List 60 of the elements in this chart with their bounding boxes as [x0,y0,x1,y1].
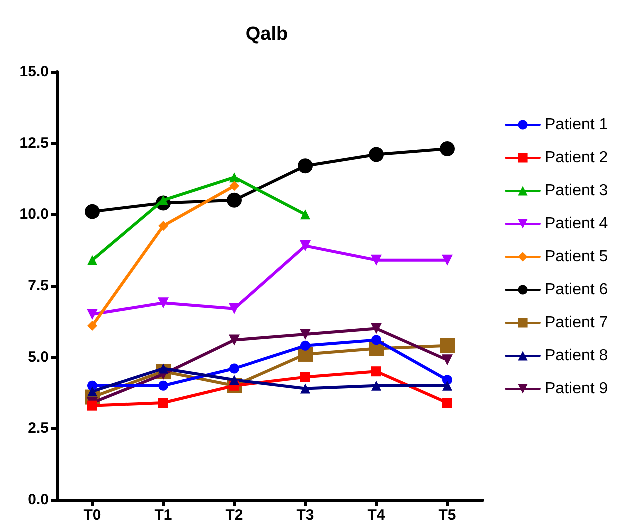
y-tick-label: 10.0 [20,206,49,224]
point [442,375,452,386]
point [229,334,240,346]
point [300,384,310,394]
point [300,240,311,252]
x-tick-label: T1 [154,507,172,524]
point [440,142,455,157]
point [230,375,240,386]
point [227,192,242,208]
legend-label: Patient 7 [545,314,608,332]
y-tick-label: 5.0 [28,348,49,366]
y-tick-label: 2.5 [28,420,49,438]
legend-label: Patient 3 [545,182,608,200]
point [88,386,98,397]
point [158,380,168,391]
point [372,366,382,377]
point [372,335,382,346]
point [300,210,310,220]
point [158,221,168,232]
legend-label: Patient 8 [545,348,608,364]
point [440,338,455,354]
point [442,254,453,266]
point [300,329,311,340]
y-tick-label: 15.0 [20,64,49,80]
point [371,323,382,334]
point [229,303,240,314]
legend-label: Patient 1 [545,116,608,134]
x-tick-label: T5 [438,507,456,524]
point [369,147,384,162]
point [371,254,382,266]
point [88,400,98,411]
point [442,380,452,391]
point [300,372,310,382]
point [372,380,382,391]
x-tick-label: T2 [226,507,244,524]
legend-label: Patient 9 [545,380,608,398]
x-tick-label: T0 [84,507,102,524]
point [300,340,310,351]
legend-label: Patient 5 [545,248,608,266]
x-tick-label: T4 [368,507,386,524]
legend-label: Patient 2 [545,150,608,166]
point [158,398,168,408]
y-tick-label: 12.5 [20,134,49,152]
chart-title: Qalb [246,24,288,45]
point [230,172,240,183]
point [442,398,452,408]
point [442,354,453,366]
y-tick-label: 0.0 [28,492,49,508]
legend-label: Patient 6 [545,282,608,298]
point [85,204,100,220]
point [88,320,98,331]
point [298,158,313,174]
point [230,181,240,192]
point [158,298,169,309]
point [230,364,240,374]
x-tick-label: T3 [296,507,314,524]
point [88,255,98,266]
legend-label: Patient 4 [545,216,608,232]
y-tick-label: 7.5 [28,278,49,294]
point [87,309,98,320]
